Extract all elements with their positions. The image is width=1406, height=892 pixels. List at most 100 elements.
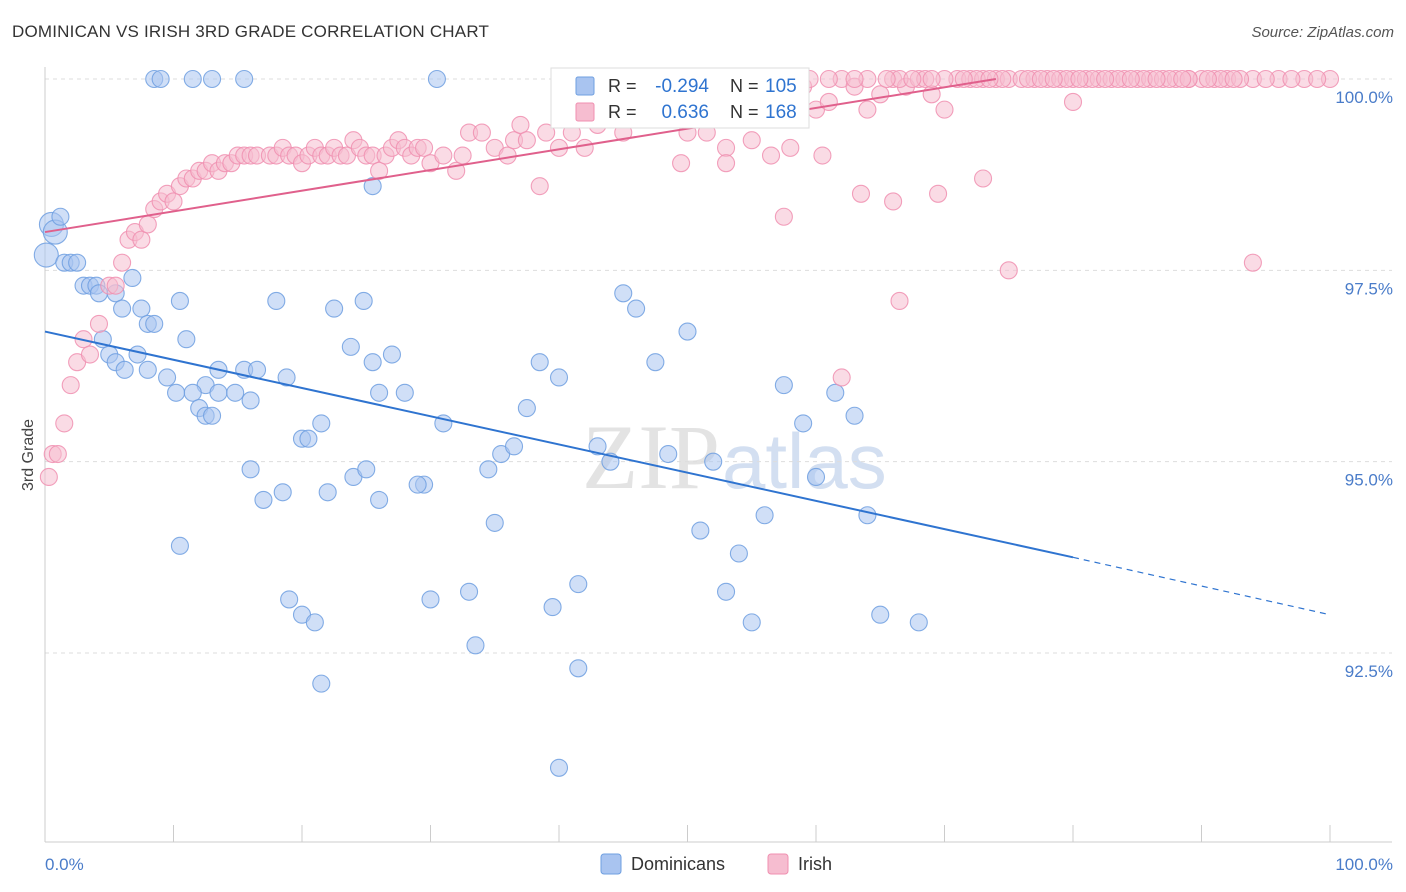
irish-point — [742, 131, 761, 150]
irish-point — [61, 376, 80, 395]
irish-point — [1198, 69, 1217, 89]
irish-point — [48, 444, 67, 464]
dominican-point — [68, 253, 87, 272]
dominican-point — [280, 590, 299, 609]
legend-dominicans-label: Dominicans — [631, 854, 725, 874]
irish-point — [935, 100, 954, 119]
irish-point — [903, 69, 922, 89]
dominican-point — [203, 69, 222, 89]
dominican-point — [826, 383, 845, 402]
dominican-point — [113, 299, 132, 318]
source-label: Source: ZipAtlas.com — [1251, 24, 1394, 41]
dominican-point — [729, 544, 748, 563]
dominican-point — [588, 437, 607, 456]
irish-point — [716, 138, 736, 157]
dominican-point — [123, 268, 142, 288]
legend-dominicans-swatch — [600, 853, 622, 875]
legend-irish-swatch — [767, 853, 789, 875]
stats-swatch — [575, 102, 595, 122]
dominican-point — [659, 444, 678, 464]
irish-point — [113, 253, 132, 272]
irish-point — [781, 138, 800, 157]
dominican-point — [305, 613, 324, 632]
irish-trend-line — [44, 78, 997, 234]
dominican-point — [273, 483, 292, 502]
irish-point — [164, 192, 183, 211]
irish-point — [575, 138, 594, 157]
dominican-point — [357, 460, 376, 479]
stats-r-value: -0.294 — [655, 76, 709, 97]
dominican-point — [517, 399, 536, 418]
dominican-point — [627, 299, 646, 318]
dominican-point — [170, 291, 189, 310]
dominican-point — [203, 406, 222, 425]
irish-point — [929, 184, 948, 203]
stats-r-value: 0.636 — [661, 102, 709, 123]
irish-point — [1256, 69, 1275, 89]
dominican-point — [774, 376, 793, 395]
irish-point — [877, 69, 896, 89]
irish-point — [774, 207, 793, 226]
irish-point — [80, 345, 100, 364]
dominican-point — [549, 368, 569, 387]
dominican-point — [569, 575, 588, 594]
irish-point — [1063, 92, 1083, 112]
dominican-point — [267, 291, 286, 310]
dominican-point — [909, 613, 928, 632]
irish-point — [1308, 69, 1327, 89]
irish-point — [106, 276, 125, 295]
irish-point — [1044, 69, 1063, 89]
irish-point — [858, 100, 877, 119]
dominican-point — [395, 383, 414, 402]
irish-point — [890, 291, 909, 310]
dominican-point — [427, 69, 446, 89]
irish-point — [1147, 69, 1166, 89]
dominican-point — [145, 314, 164, 333]
dominican-point — [704, 452, 723, 471]
x-tick-label: 0.0% — [45, 855, 84, 874]
dominican-point — [151, 69, 170, 89]
dominican-point — [421, 590, 440, 609]
dominican-point — [51, 207, 70, 226]
stats-r-label: R = — [608, 102, 637, 122]
irish-point — [813, 146, 832, 165]
irish-point — [498, 146, 517, 165]
dominican-point — [408, 475, 427, 494]
irish-point — [980, 69, 999, 89]
dominican-point — [614, 284, 633, 303]
dominican-point — [115, 360, 134, 379]
stats-n-label: N = — [730, 102, 759, 122]
dominican-point — [691, 521, 710, 540]
irish-point — [39, 467, 58, 487]
irish-point — [55, 414, 74, 433]
irish-point — [511, 115, 530, 134]
irish-point — [1282, 69, 1301, 89]
dominican-trend-extension — [1072, 556, 1331, 616]
dominican-point — [241, 391, 260, 410]
irish-point — [871, 85, 890, 104]
dominican-point — [530, 353, 549, 372]
dominican-point — [806, 467, 826, 487]
irish-point — [434, 146, 453, 165]
stats-r-label: R = — [608, 76, 637, 96]
dominican-point — [167, 383, 186, 402]
irish-point — [851, 184, 871, 203]
dominican-point — [716, 582, 736, 601]
irish-point — [973, 169, 993, 188]
dominican-point — [466, 636, 485, 655]
irish-point — [517, 131, 536, 150]
dominican-point — [209, 383, 228, 402]
irish-point — [89, 314, 109, 333]
dominican-point — [354, 291, 373, 310]
dominican-point — [299, 429, 318, 448]
irish-point — [819, 69, 838, 89]
dominican-point — [312, 414, 331, 433]
irish-point — [999, 261, 1018, 280]
dominican-point — [138, 360, 157, 379]
dominican-point — [170, 536, 189, 555]
irish-point — [845, 69, 864, 89]
dominican-point — [318, 483, 337, 502]
stats-n-label: N = — [730, 76, 759, 96]
stats-n-value: 168 — [765, 102, 797, 123]
